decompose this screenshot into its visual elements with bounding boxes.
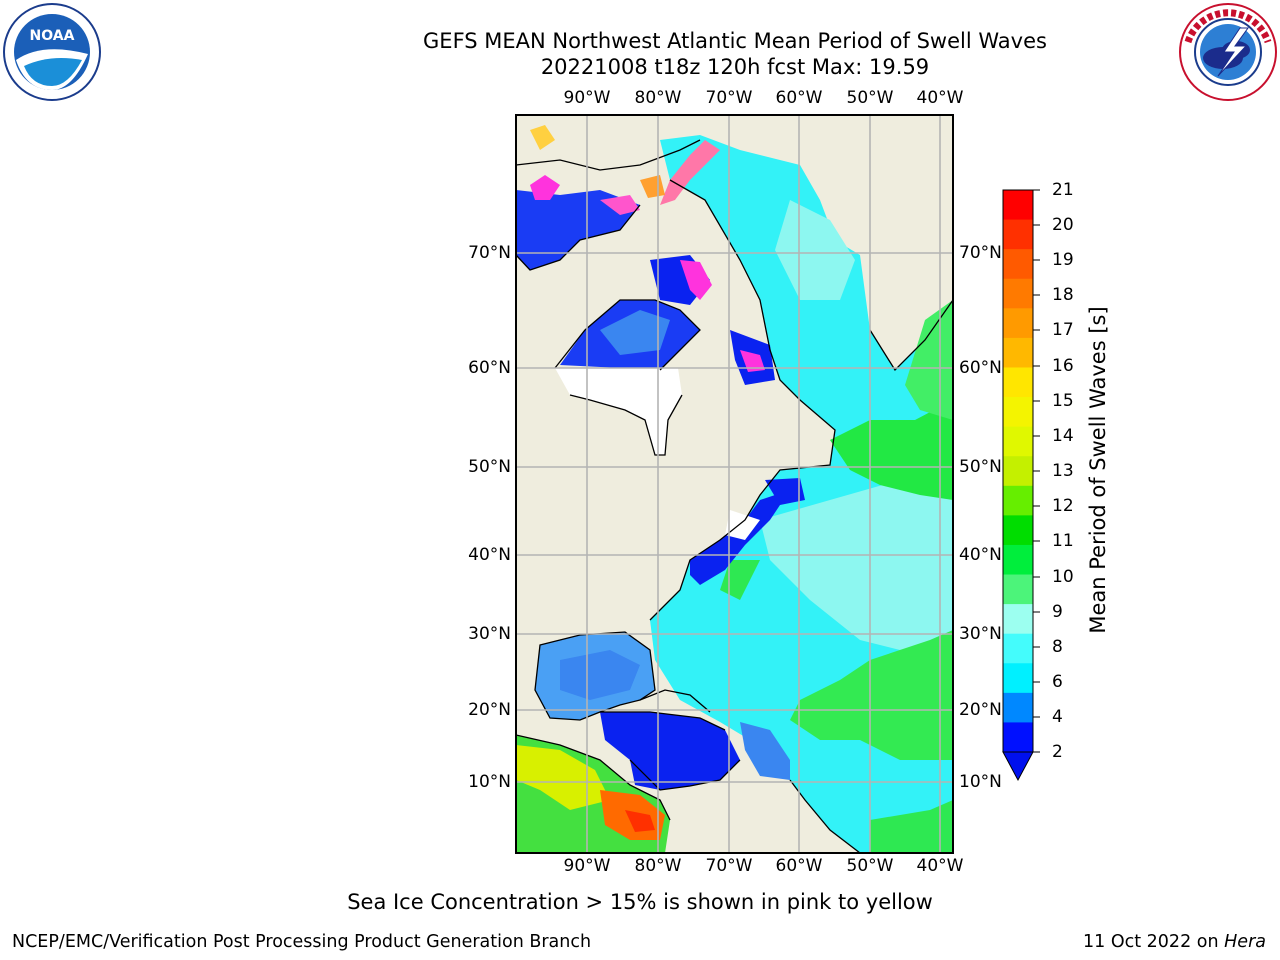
sea-ice-edge — [600, 195, 640, 215]
colorbar-tick-label: 8 — [1052, 637, 1063, 657]
footer-date: 11 Oct 2022 on Hera — [1083, 932, 1266, 952]
gulf-of-st-lawrence — [765, 478, 805, 505]
colorbar-segment — [1003, 249, 1033, 280]
lon-label-bottom: 50°W — [846, 856, 894, 876]
colorbar-tick-label: 17 — [1052, 320, 1074, 340]
map-graticule — [516, 115, 953, 853]
lon-label-top: 80°W — [634, 88, 682, 108]
lat-label-left: 10°N — [468, 772, 511, 792]
lat-label-left: 30°N — [468, 624, 511, 644]
colorbar-tick-label: 6 — [1052, 672, 1063, 692]
colorbar-segment — [1003, 426, 1033, 457]
green-region-south — [790, 630, 953, 760]
lat-label-right: 60°N — [959, 358, 1002, 378]
colorbar-segment — [1003, 633, 1033, 664]
colorbar-label: Mean Period of Swell Waves [s] — [1086, 306, 1110, 634]
colorbar-tick-label: 14 — [1052, 426, 1074, 446]
hudson-bay-inner — [600, 310, 670, 355]
green-region-band — [720, 560, 760, 600]
map-frame — [515, 114, 954, 854]
colorbar-segment — [1003, 722, 1033, 753]
colorbar-segment — [1003, 663, 1033, 694]
lat-label-right: 50°N — [959, 457, 1002, 477]
sea-ice-edge — [680, 260, 712, 300]
colorbar-segment — [1003, 485, 1033, 516]
chart-title: GEFS MEAN Northwest Atlantic Mean Period… — [423, 29, 1047, 53]
colorbar-segment — [1003, 367, 1033, 398]
arctic-channels — [516, 190, 640, 270]
lon-label-bottom: 80°W — [634, 856, 682, 876]
colorbar-tick-label: 20 — [1052, 215, 1074, 235]
footer-machine: Hera — [1224, 932, 1266, 952]
colorbar-under-arrow — [1002, 751, 1034, 782]
sea-ice-edge — [660, 140, 720, 205]
chart-subtitle: 20221008 t18z 120h fcst Max: 19.59 — [540, 55, 930, 79]
colorbar-tick-label: 10 — [1052, 567, 1074, 587]
footer-credit: NCEP/EMC/Verification Post Processing Pr… — [12, 932, 592, 952]
colorbar-segment — [1003, 604, 1033, 635]
colorbar-segment — [1003, 515, 1033, 546]
colorbar-segment — [1003, 544, 1033, 576]
nws-logo — [1179, 3, 1277, 101]
colorbar-tick-label: 18 — [1052, 285, 1074, 305]
lon-label-top: 60°W — [775, 88, 823, 108]
south-america-red — [625, 810, 655, 832]
green-region-east — [905, 300, 953, 420]
colorbar-tick-label: 13 — [1052, 461, 1074, 481]
green-region-north — [830, 400, 953, 500]
caribbean-sea — [600, 712, 740, 790]
colorbar-segment — [1003, 308, 1033, 339]
colorbar-segment — [1003, 397, 1033, 428]
colorbar-tick-label: 2 — [1052, 742, 1063, 762]
lon-label-top: 50°W — [846, 88, 894, 108]
lon-label-bottom: 90°W — [563, 856, 611, 876]
ocean-light-region — [760, 480, 953, 650]
colorbar-segment — [1003, 278, 1033, 309]
lat-label-left: 50°N — [468, 457, 511, 477]
colorbar-segment — [1003, 692, 1033, 723]
svg-text:NOAA: NOAA — [30, 28, 75, 44]
lon-label-bottom: 70°W — [705, 856, 753, 876]
noaa-logo: NOAA — [3, 3, 101, 101]
sea-ice-edge — [530, 125, 555, 150]
lat-label-right: 70°N — [959, 243, 1002, 263]
lat-label-left: 70°N — [468, 243, 511, 263]
colorbar-segment — [1003, 337, 1033, 368]
lat-label-left: 60°N — [468, 358, 511, 378]
sea-ice-edge — [530, 175, 560, 200]
colorbar-tick-label: 16 — [1052, 356, 1074, 376]
no-data-region — [725, 510, 760, 540]
lat-label-right: 20°N — [959, 700, 1002, 720]
colorbar-tick-label: 9 — [1052, 602, 1063, 622]
lat-label-right: 10°N — [959, 772, 1002, 792]
colorbar-segment — [1003, 456, 1033, 487]
lon-label-bottom: 60°W — [775, 856, 823, 876]
colorbar-tick-label: 19 — [1052, 250, 1074, 270]
colorbar-tick-label: 21 — [1052, 180, 1074, 200]
lon-label-top: 40°W — [916, 88, 964, 108]
colorbar-tick-label: 12 — [1052, 496, 1074, 516]
lat-label-right: 40°N — [959, 545, 1002, 565]
colorbar-segment — [1003, 574, 1033, 605]
lat-label-left: 40°N — [468, 545, 511, 565]
lat-label-left: 20°N — [468, 700, 511, 720]
gulf-inner — [560, 650, 640, 700]
caribbean-east — [740, 722, 790, 780]
colorbar-tick-label: 11 — [1052, 531, 1074, 551]
ocean-light-region — [775, 200, 855, 300]
colorbar-segment — [1003, 190, 1033, 221]
lat-label-right: 30°N — [959, 624, 1002, 644]
sea-ice-note: Sea Ice Concentration > 15% is shown in … — [347, 890, 933, 914]
green-region-tropical — [870, 800, 953, 853]
sea-ice-edge — [740, 350, 765, 372]
lon-label-top: 70°W — [705, 88, 753, 108]
lon-label-top: 90°W — [563, 88, 611, 108]
lon-label-bottom: 40°W — [916, 856, 964, 876]
colorbar-tick-label: 15 — [1052, 391, 1074, 411]
colorbar-segment — [1003, 219, 1033, 250]
colorbar-tick-label: 4 — [1052, 707, 1063, 727]
